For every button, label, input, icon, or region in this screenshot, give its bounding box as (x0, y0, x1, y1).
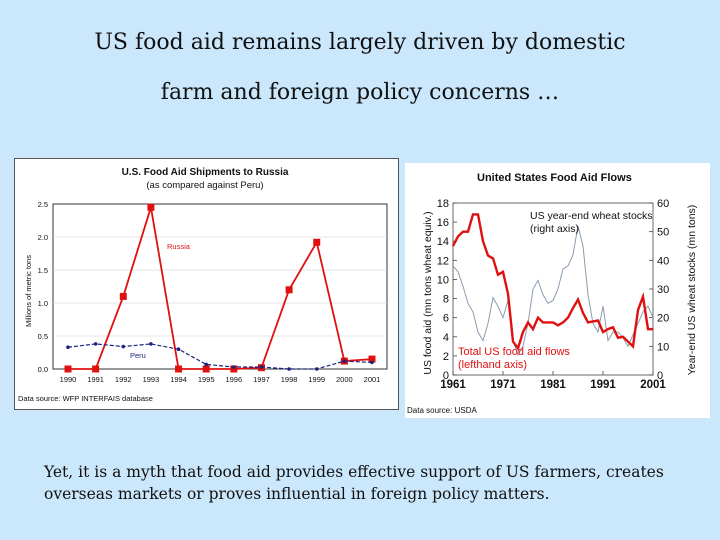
chart1-point-russia (202, 365, 210, 373)
chart1-point-peru (342, 359, 347, 363)
chart2-left-tick-label: 12 (437, 255, 449, 267)
chart1-ytick-label: 0.5 (38, 332, 48, 341)
chart2-right-tick-label: 0 (657, 370, 663, 382)
chart1-source: Data source: WFP INTERFAIS database (18, 394, 153, 403)
chart1-point-russia (64, 365, 72, 373)
chart1-point-peru (232, 365, 236, 369)
chart1-series-line-russia (68, 207, 373, 370)
chart1-point-peru (287, 367, 291, 371)
chart2-left-tick-label: 14 (437, 236, 449, 248)
russia-chart-panel: U.S. Food Aid Shipments to Russia (as co… (14, 158, 399, 410)
chart1-xtick-label: 1993 (143, 375, 160, 384)
chart2-x-tick-label: 1981 (540, 379, 566, 391)
chart1-point-russia (119, 292, 127, 300)
chart2-legend-food-aid: Total US food aid flows (458, 346, 570, 358)
chart1-point-russia (92, 365, 100, 373)
chart1-point-peru (259, 365, 264, 369)
flows-chart-panel: United States Food Aid Flows US food aid… (405, 163, 710, 418)
chart1-xtick-label: 1994 (170, 375, 187, 384)
chart1-label-russia: Russia (167, 242, 191, 251)
chart2-left-tick-label: 10 (437, 274, 449, 286)
chart1-ytick-label: 1.0 (38, 299, 48, 308)
chart2-right-tick-label: 10 (657, 341, 669, 353)
chart2-series-line-food-aid (451, 213, 653, 351)
chart1-xtick-label: 1996 (225, 375, 242, 384)
chart2-source: Data source: USDA (407, 406, 477, 415)
chart1-xtick-label: 1991 (87, 375, 104, 384)
chart2-right-tick-label: 50 (657, 227, 669, 239)
chart1-point-russia (313, 238, 321, 246)
chart1-point-peru (66, 345, 70, 350)
chart1-xtick-label: 2000 (336, 375, 353, 384)
chart1-point-peru (93, 342, 98, 346)
chart2-left-tick-label: 6 (443, 313, 449, 325)
russia-chart: U.S. Food Aid Shipments to Russia (as co… (18, 167, 388, 403)
chart2-legend-food-aid-axis: (lefthand axis) (458, 359, 527, 371)
chart1-subtitle: (as compared against Peru) (146, 180, 263, 191)
chart1-point-russia (230, 365, 238, 373)
chart1-ytick-label: 1.5 (38, 266, 48, 275)
chart1-point-peru (149, 342, 153, 346)
chart2-right-axis-label: Year-end US wheat stocks (mn tons) (686, 205, 698, 376)
chart1-ylabel: Millions of metric tons (24, 255, 33, 327)
chart2-left-tick-label: 0 (443, 370, 449, 382)
flows-chart: United States Food Aid Flows US food aid… (407, 172, 698, 415)
chart1-xtick-label: 1992 (115, 375, 132, 384)
chart2-x-tick-label: 2001 (640, 379, 666, 391)
chart2-x-tick-label: 1971 (490, 379, 516, 391)
chart2-legend-wheat-stocks: US year-end wheat stocks (530, 210, 653, 222)
chart2-right-tick-label: 20 (657, 313, 669, 325)
chart2-left-tick-label: 2 (443, 351, 449, 363)
chart2-left-tick-label: 18 (437, 198, 449, 210)
chart1-label-peru: Peru (130, 351, 146, 360)
chart1-point-russia (285, 286, 293, 294)
chart1-xtick-label: 1999 (308, 375, 325, 384)
chart1-xtick-label: 1995 (198, 375, 215, 384)
chart2-title: United States Food Aid Flows (477, 172, 632, 184)
slide-title-line2: farm and foreign policy concerns … (160, 80, 560, 105)
chart1-ytick-label: 0.0 (38, 365, 48, 374)
chart2-left-tick-label: 16 (437, 217, 449, 229)
chart2-right-tick-label: 30 (657, 284, 669, 296)
chart1-frame (52, 203, 388, 370)
chart1-point-russia (368, 355, 376, 363)
chart1-title: U.S. Food Aid Shipments to Russia (122, 167, 289, 178)
slide-title-line1: US food aid remains largely driven by do… (94, 30, 626, 55)
chart1-xtick-label: 1997 (253, 375, 270, 384)
chart2-left-tick-label: 4 (443, 332, 449, 344)
chart1-point-russia (175, 365, 183, 373)
chart2-series-line-wheat-stocks (452, 225, 654, 357)
chart1-ytick-label: 2.5 (38, 200, 48, 209)
slide-caption: Yet, it is a myth that food aid provides… (44, 463, 664, 503)
chart1-xtick-label: 1990 (60, 375, 77, 384)
chart1-point-peru (370, 360, 374, 365)
chart2-x-tick-label: 1961 (440, 379, 466, 391)
chart2-right-tick-label: 60 (657, 198, 669, 210)
chart1-point-peru (204, 362, 208, 367)
chart1-point-russia (147, 203, 155, 211)
chart2-left-axis-label: US food aid (mn tons wheat equiv.) (422, 211, 434, 374)
chart2-legend-wheat-stocks-axis: (right axis) (530, 223, 579, 235)
chart1-point-peru (314, 367, 319, 371)
chart2-right-tick-label: 40 (657, 255, 669, 267)
chart2-left-tick-label: 8 (443, 294, 449, 306)
chart2-x-tick-label: 1991 (590, 379, 616, 391)
chart1-point-peru (121, 344, 126, 349)
chart1-plot-area: 0.0 0.5 1.0 1.5 2.0 2.5 1990 1991 1992 1993 1994 19… (38, 200, 388, 384)
chart1-xtick-label: 2001 (364, 375, 381, 384)
chart1-ytick-label: 2.0 (38, 233, 48, 242)
chart1-point-peru (176, 347, 181, 351)
chart1-series-line-peru (67, 343, 373, 370)
chart2-plot-area: 0 2 4 6 8 10 12 14 16 18 0 10 20 30 40 50 60 1961 1971 1981… (437, 198, 670, 391)
chart1-xtick-label: 1998 (281, 375, 298, 384)
